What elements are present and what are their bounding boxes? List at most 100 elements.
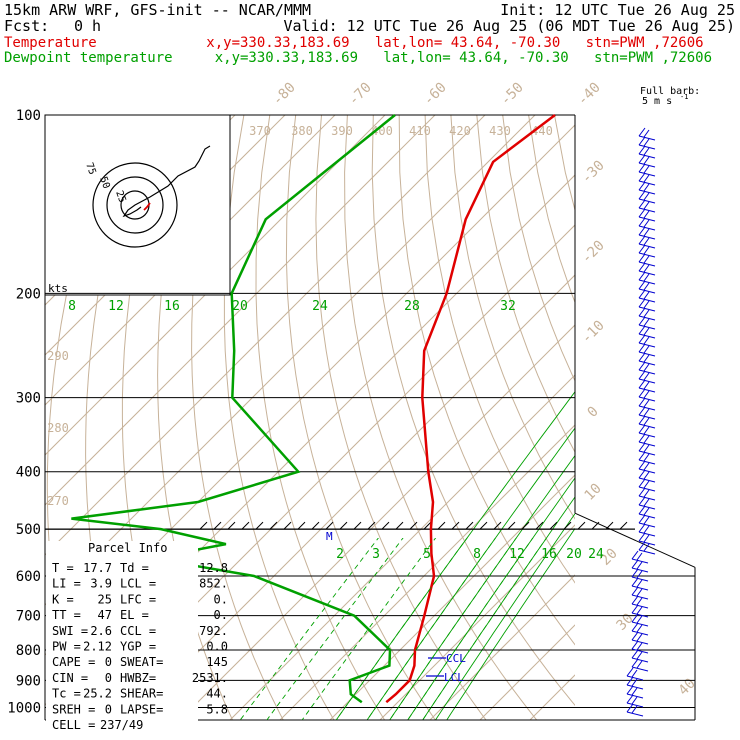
wind-barb	[638, 333, 656, 339]
mixing-ratio-line	[366, 427, 575, 720]
wind-barb	[638, 306, 656, 312]
isotherm	[379, 524, 575, 720]
parcel-info-value: 5.8	[206, 702, 228, 716]
hatch-tick	[507, 521, 516, 530]
wind-barb-flag	[638, 244, 646, 254]
wind-barb-flag	[626, 694, 634, 704]
barb-key-value: 5 m s	[642, 96, 672, 107]
lower-mixing-ratio-lines	[239, 538, 548, 720]
wind-barb-flag	[643, 444, 650, 453]
dry-adiabat	[285, 115, 436, 720]
pressure-label: 300	[16, 391, 41, 407]
parcel-info-key: Tc =	[52, 687, 81, 701]
ccl-label: CCL	[446, 652, 466, 665]
wind-barb	[631, 621, 649, 627]
hatch-tick	[283, 521, 292, 530]
wind-barb-flag	[626, 685, 634, 695]
wind-barb	[638, 315, 656, 321]
mixing-ratio-label: 3	[372, 547, 380, 562]
wind-barb	[638, 414, 656, 420]
temperature-line	[385, 114, 556, 704]
parcel-info-background	[46, 541, 198, 722]
hodograph-trace	[122, 145, 211, 218]
wind-barb-flag	[638, 163, 646, 173]
wind-barb-flag	[643, 453, 650, 462]
wind-barb-flag	[626, 703, 634, 713]
wind-barb-flag	[638, 127, 646, 137]
wind-barb-flag	[638, 541, 646, 551]
wind-barb-flag	[638, 271, 646, 281]
wind-barb-flag	[638, 208, 646, 218]
parcel-info-value: 3.9	[90, 577, 112, 591]
wind-barb-flag	[643, 192, 650, 201]
theta-label: 370	[249, 124, 271, 138]
wind-barb	[626, 702, 644, 708]
wind-barb-flag	[638, 154, 646, 164]
wind-barb	[638, 450, 656, 456]
wind-barb-flag	[643, 282, 650, 291]
wind-barb	[638, 396, 656, 402]
lower-mixing-ratio-line	[366, 538, 496, 720]
dry-adiabat	[658, 115, 740, 720]
wind-barb	[638, 297, 656, 303]
wind-barb-flag	[643, 471, 650, 480]
mixing-ratio-line	[422, 496, 575, 720]
wind-barb	[626, 684, 644, 690]
wind-barb	[638, 171, 656, 177]
pressure-label: 900	[16, 673, 41, 689]
parcel-info-key: SWEAT=	[120, 655, 163, 669]
mixing-ratio-label: 32	[500, 299, 516, 314]
wind-barb-flag	[643, 210, 650, 219]
parcel-info-value: 25	[98, 592, 112, 606]
wind-barb-flag	[638, 514, 646, 524]
wind-barb	[638, 261, 656, 267]
pressure-label: 700	[16, 609, 41, 625]
wind-barb-flag	[643, 246, 650, 255]
lower-mixing-ratio-line	[389, 538, 517, 720]
wind-barb	[638, 198, 656, 204]
wind-barb	[638, 513, 656, 519]
wind-barb-flag	[643, 408, 650, 417]
pressure-label: 500	[16, 522, 41, 538]
wind-barb	[631, 666, 649, 672]
hatch-tick	[493, 521, 502, 530]
mixing-ratio-label: 20	[566, 547, 582, 562]
wind-barb-flag	[638, 370, 646, 380]
mixing-ratio-labels: 8 12 16 20 24 28 32 2 3 5 8 12 16 20 24	[68, 299, 604, 562]
parcel-info-value: 12.8	[199, 561, 228, 575]
mixing-ratio-label: 8	[68, 299, 76, 314]
wind-barb-flag	[636, 642, 643, 651]
dry-adiabat	[710, 115, 740, 720]
right-axis-diagonal	[574, 512, 696, 568]
parcel-info-key: LAPSE=	[120, 702, 163, 716]
wind-barb-flag	[643, 264, 650, 273]
wind-barb-flag	[643, 300, 650, 309]
wind-barb-flag	[638, 226, 646, 236]
wind-barb-flag	[638, 199, 646, 209]
wind-barb	[638, 234, 656, 240]
parcel-info-value: 0.	[214, 592, 228, 606]
parcel-info-key: PW =	[52, 640, 81, 654]
parcel-info-key: SHEAR=	[120, 687, 163, 701]
wind-barb-flag	[638, 262, 646, 272]
hatch-tick	[479, 521, 488, 530]
mixing-ratio-label: 12	[509, 547, 525, 562]
wind-barb	[638, 270, 656, 276]
pressure-label: 800	[16, 643, 41, 659]
wind-barb-flag	[638, 343, 646, 353]
lower-mixing-ratio-line	[407, 538, 534, 720]
theta-label: 390	[331, 124, 353, 138]
parcel-info-value: 0.	[214, 608, 228, 622]
isotherm-label: 0	[585, 404, 602, 421]
mixing-ratio-label: 5	[423, 547, 431, 562]
hatch-tick	[395, 521, 404, 530]
mixing-ratio-lines	[335, 391, 575, 720]
wind-barb	[638, 387, 656, 393]
mixing-ratio-label: 24	[588, 547, 604, 562]
parcel-info-value: 0	[105, 702, 112, 716]
wind-barb-flag	[638, 325, 646, 335]
wind-barb-flag	[631, 568, 639, 578]
wind-barb	[626, 675, 644, 681]
wind-barb	[638, 135, 656, 141]
